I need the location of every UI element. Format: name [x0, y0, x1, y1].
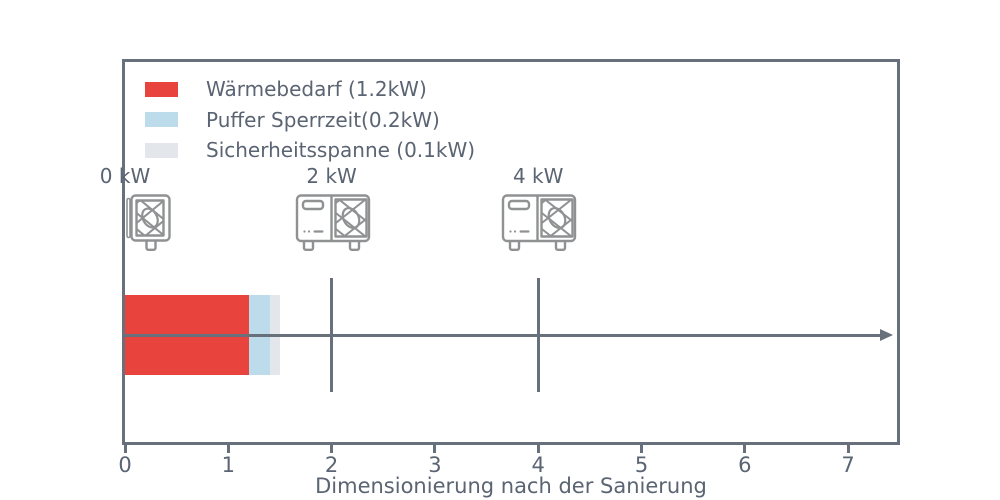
legend-label-waermebedarf: Wärmebedarf (1.2kW) [206, 77, 427, 102]
legend-item-sicherheitsspanne: Sicherheitsspanne (0.1kW) [145, 135, 475, 166]
x-tick-mark [433, 444, 437, 453]
x-tick-label: 6 [738, 453, 752, 477]
x-tick-mark [536, 444, 540, 453]
x-tick-label: 0 [118, 453, 132, 477]
x-tick-label: 3 [428, 453, 442, 477]
x-axis-arrow-head [880, 329, 893, 341]
x-tick-label: 2 [324, 453, 339, 477]
legend-swatch-sicherheitsspanne [145, 142, 178, 158]
x-tick-mark [123, 444, 127, 453]
heat-pump-large-icon [295, 194, 370, 251]
x-axis-title: Dimensionierung nach der Sanierung [315, 474, 707, 498]
x-axis-arrow-line [123, 333, 881, 337]
x-tick-mark [640, 444, 643, 453]
x-tick-mark [330, 444, 334, 453]
legend-item-waermebedarf: Wärmebedarf (1.2kW) [145, 74, 475, 105]
x-tick-mark [226, 444, 230, 453]
x-tick-mark [846, 444, 850, 453]
x-tick-label: 1 [221, 453, 235, 477]
x-tick-mark [743, 444, 747, 453]
plot-border [122, 59, 900, 445]
x-tick-label: 4 [531, 453, 545, 477]
legend-label-sicherheitsspanne: Sicherheitsspanne (0.1kW) [206, 138, 476, 163]
legend-item-puffer-sperrzeit: Puffer Sperrzeit(0.2kW) [145, 105, 475, 136]
legend-swatch-puffer-sperrzeit [145, 112, 178, 128]
legend-swatch-waermebedarf [145, 81, 178, 97]
x-tick-label: 7 [841, 453, 855, 477]
capacity-label-4kw: 4 kW [512, 164, 564, 188]
legend-label-puffer-sperrzeit: Puffer Sperrzeit(0.2kW) [206, 107, 440, 132]
heat-pump-large-icon [501, 194, 577, 251]
capacity-label-2kw: 2 kW [306, 164, 357, 188]
x-tick-label: 5 [634, 453, 649, 477]
heat-pump-small-icon [126, 194, 171, 251]
capacity-label-0kw: 0 kW [99, 164, 151, 188]
legend: Wärmebedarf (1.2kW) Puffer Sperrzeit(0.2… [145, 74, 475, 166]
